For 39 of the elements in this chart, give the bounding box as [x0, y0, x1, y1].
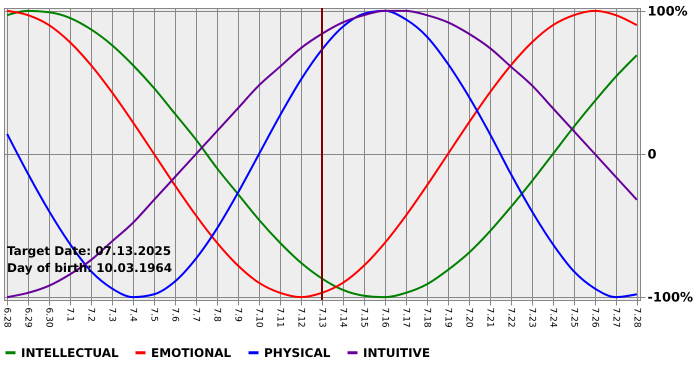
x-tick-label: 7.1	[64, 308, 75, 322]
x-tick-label: 7.25	[568, 308, 578, 328]
x-tick-label: 7.10	[254, 308, 264, 328]
x-tick-label: 7.15	[358, 308, 368, 328]
x-tick-label: 7.28	[631, 308, 642, 328]
x-tick-label: 7.17	[400, 308, 410, 328]
x-tick-label: 7.14	[337, 308, 348, 328]
legend-label: INTELLECTUAL	[21, 346, 120, 360]
x-tick-label: 6.28	[2, 308, 12, 328]
x-tick-label: 7.7	[190, 308, 201, 322]
x-tick-label: 7.27	[610, 308, 620, 328]
legend-label: INTUITIVE	[363, 346, 430, 360]
x-tick-label: 7.13	[316, 308, 326, 328]
y-tick-label: 0	[648, 148, 657, 162]
x-tick-label: 7.12	[296, 308, 306, 328]
y-tick-label: -100%	[648, 290, 694, 306]
x-tick-label: 6.29	[22, 308, 33, 328]
x-tick-label: 6.30	[44, 308, 54, 328]
x-tick-label: 7.2	[86, 308, 96, 322]
x-tick-label: 7.6	[170, 308, 180, 322]
x-tick-label: 7.18	[421, 308, 432, 328]
x-tick-label: 7.19	[442, 308, 452, 328]
x-tick-label: 7.21	[484, 308, 494, 328]
x-tick-label: 7.22	[505, 308, 516, 328]
x-tick-label: 7.3	[106, 308, 117, 322]
x-tick-label: 7.4	[128, 308, 138, 322]
y-tick-label: 100%	[648, 4, 688, 20]
legend-label: PHYSICAL	[264, 346, 331, 360]
x-tick-label: 7.16	[379, 308, 390, 328]
x-tick-label: 7.20	[463, 308, 474, 328]
x-tick-label: 7.26	[589, 308, 600, 328]
x-tick-label: 7.5	[148, 308, 159, 322]
legend-label: EMOTIONAL	[151, 346, 232, 360]
x-tick-label: 7.9	[232, 308, 243, 322]
x-tick-label: 7.24	[547, 308, 558, 328]
x-tick-label: 7.8	[212, 308, 222, 322]
x-tick-label: 7.11	[274, 308, 285, 328]
line-series	[6, 10, 638, 298]
x-tick-label: 7.23	[526, 308, 536, 328]
